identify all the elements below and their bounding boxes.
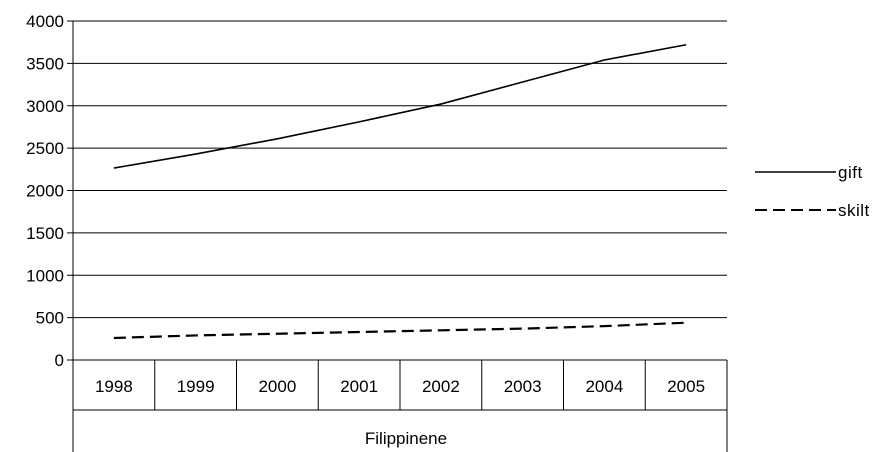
x-tick-label: 2000: [258, 377, 296, 396]
series-line-skilt: [113, 321, 687, 340]
y-tick-labels: 0 500 1000 1500 2000 2500 3000 3500 4000: [26, 12, 64, 370]
gridlines: [73, 20, 727, 319]
x-tick-label: 1998: [95, 377, 133, 396]
y-tick-label: 500: [36, 309, 64, 328]
y-tick-label: 1000: [26, 266, 64, 285]
series-lines: [113, 43, 687, 340]
legend: gift skilt: [755, 163, 870, 220]
x-tick-label: 2005: [667, 377, 705, 396]
x-tick-label: 2003: [504, 377, 542, 396]
y-tick-label: 4000: [26, 12, 64, 31]
x-tick-label: 2002: [422, 377, 460, 396]
y-tick-label: 3000: [26, 97, 64, 116]
x-tick-labels: 1998 1999 2000 2001 2002 2003 2004 2005: [95, 377, 705, 396]
y-tick-label: 0: [55, 351, 64, 370]
y-tick-label: 2000: [26, 182, 64, 201]
x-group-label: Filippinene: [365, 429, 447, 448]
legend-label-gift: gift: [838, 163, 863, 182]
y-tick-label: 1500: [26, 224, 64, 243]
x-tick-label: 2001: [340, 377, 378, 396]
y-tick-label: 2500: [26, 139, 64, 158]
x-tick-label: 1999: [177, 377, 215, 396]
x-tick-label: 2004: [585, 377, 623, 396]
series-line-gift: [113, 43, 687, 169]
legend-label-skilt: skilt: [838, 201, 870, 220]
axes: [67, 20, 728, 452]
y-tick-label: 3500: [26, 54, 64, 73]
